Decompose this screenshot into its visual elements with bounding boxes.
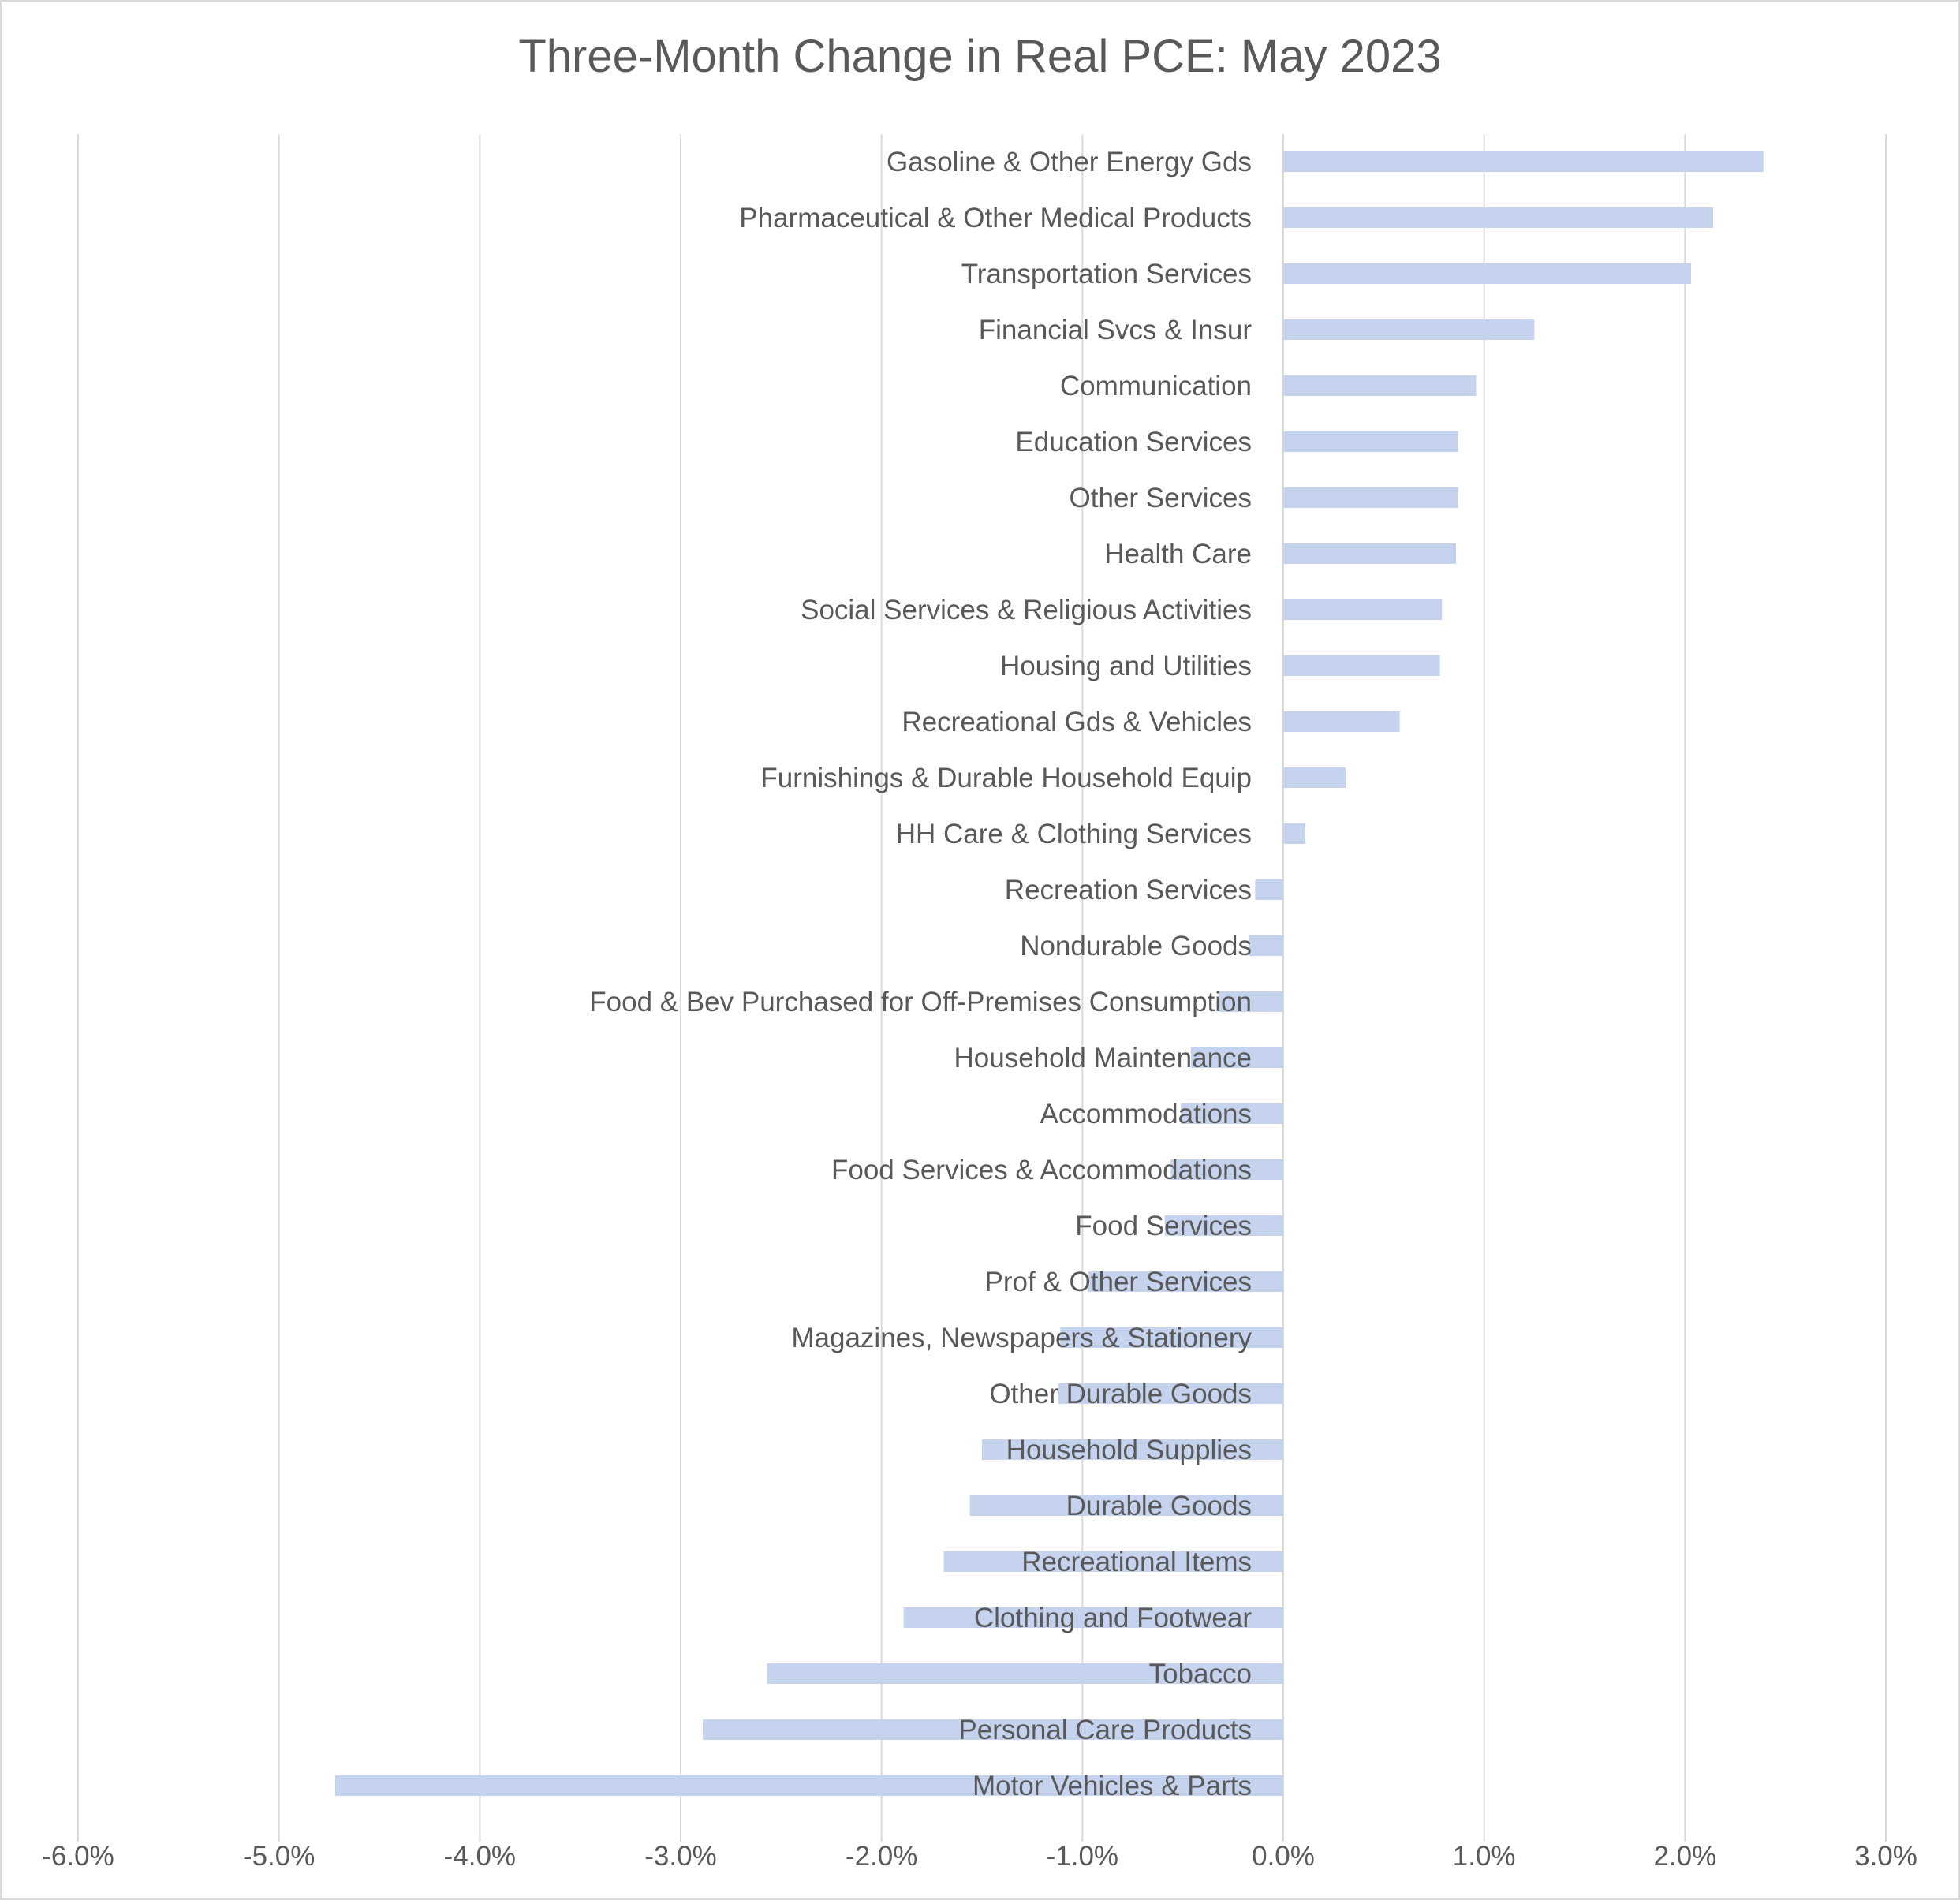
bar [943,1551,1283,1572]
category-label: Nondurable Goods [1020,931,1252,961]
x-tick-label: 0.0% [1252,1841,1315,1872]
bar [1190,1047,1283,1068]
bar [1283,767,1346,788]
category-label: Motor Vehicles & Parts [973,1771,1252,1801]
category-label: Household Supplies [1006,1435,1252,1465]
category-label: Food Services [1075,1211,1252,1241]
bar [1283,655,1440,676]
bar [1283,151,1764,172]
bar [982,1439,1283,1460]
x-tick-label: -4.0% [444,1841,516,1872]
category-label: Accommodations [1040,1099,1252,1129]
category-label: Magazines, Newspapers & Stationery [791,1323,1252,1353]
category-label: Furnishings & Durable Household Equip [760,763,1252,793]
category-labels: Gasoline & Other Energy Gds Pharmaceutica… [589,147,1252,1801]
category-label: Other Services [1070,483,1252,513]
category-label: Education Services [1015,427,1252,457]
x-tick-label: -6.0% [42,1841,114,1872]
bar [1283,263,1691,284]
category-label: Clothing and Footwear [974,1603,1252,1633]
bar [1283,431,1458,452]
category-label: Recreational Gds & Vehicles [902,707,1252,737]
bars [334,151,1764,1796]
x-axis-ticks: -6.0% -5.0% -4.0% -3.0% -2.0% -1.0% 0.0% 1.0% 2.… [42,1841,1917,1872]
bar [1219,991,1283,1012]
category-label: Durable Goods [1066,1491,1252,1521]
category-label: Recreational Items [1021,1547,1252,1577]
category-label: Other Durable Goods [989,1379,1252,1409]
category-label: HH Care & Clothing Services [896,819,1252,849]
category-label: Transportation Services [961,259,1252,289]
bar [1283,711,1400,732]
x-tick-label: -3.0% [644,1841,716,1872]
bar [969,1495,1283,1516]
x-tick-label: -5.0% [243,1841,315,1872]
bar [334,1775,1283,1796]
category-label: Health Care [1104,539,1252,569]
category-label: Food & Bev Purchased for Off-Premises Co… [589,987,1252,1017]
category-label: Personal Care Products [958,1715,1252,1745]
x-tick-label: 3.0% [1854,1841,1917,1872]
chart-title: Three-Month Change in Real PCE: May 2023 [518,31,1442,82]
category-label: Recreation Services [1005,875,1252,905]
category-label: Food Services & Accommodations [831,1155,1252,1185]
x-tick-label: 1.0% [1453,1841,1516,1872]
x-tick-label: 2.0% [1653,1841,1716,1872]
bar [1283,543,1457,564]
x-tick-label: -1.0% [1047,1841,1118,1872]
bar [1283,375,1477,396]
category-label: Pharmaceutical & Other Medical Products [739,203,1252,233]
bar [1249,935,1283,956]
bar [1058,1383,1283,1404]
bar [1181,1103,1283,1124]
bar [1283,207,1713,228]
bar [1283,319,1535,340]
bar [1283,823,1306,844]
bar [1283,599,1443,620]
category-label: Social Services & Religious Activities [801,595,1252,625]
bar [703,1719,1283,1740]
category-label: Financial Svcs & Insur [979,315,1253,345]
category-label: Prof & Other Services [985,1267,1252,1297]
category-label: Tobacco [1149,1659,1252,1689]
category-label: Housing and Utilities [1000,651,1252,681]
bar [1060,1327,1283,1348]
category-label: Household Maintenance [954,1043,1252,1073]
bar [1088,1271,1283,1292]
bar [1283,487,1458,508]
category-label: Communication [1060,371,1252,401]
bar [767,1663,1283,1684]
bar [1164,1215,1283,1236]
x-tick-label: -2.0% [846,1841,917,1872]
category-label: Gasoline & Other Energy Gds [887,147,1252,177]
bar [1170,1159,1283,1180]
bar [1255,879,1283,900]
bar [903,1607,1283,1628]
